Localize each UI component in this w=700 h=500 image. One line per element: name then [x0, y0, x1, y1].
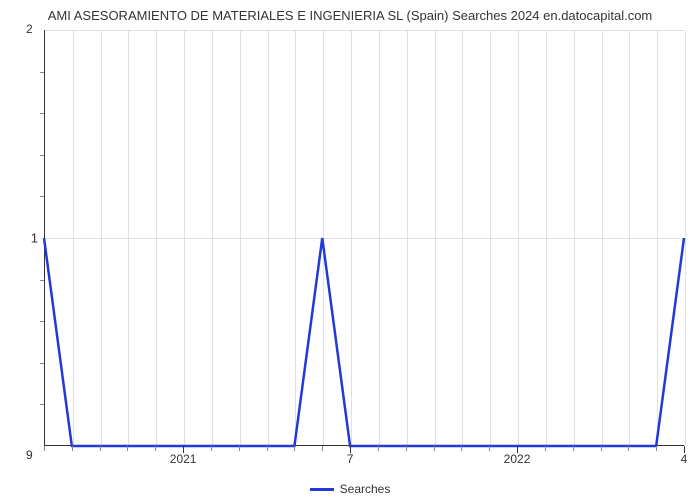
xtick-minor	[601, 446, 602, 451]
ytick-minor	[40, 196, 44, 197]
xtick-minor	[378, 446, 379, 451]
yaxis-bottom-end-label: 9	[26, 448, 33, 462]
ytick-minor	[40, 155, 44, 156]
ytick-label: 1	[8, 231, 38, 246]
vgrid-line	[685, 30, 686, 445]
ytick-minor	[40, 321, 44, 322]
legend-swatch	[310, 488, 334, 491]
xtick-label: 2021	[170, 452, 197, 466]
xtick-minor	[628, 446, 629, 451]
legend-label: Searches	[340, 482, 391, 496]
xtick-label: 7	[347, 452, 354, 466]
xtick-minor	[239, 446, 240, 451]
chart-container: AMI ASESORAMIENTO DE MATERIALES E INGENI…	[0, 0, 700, 500]
xtick-minor	[294, 446, 295, 451]
xtick-minor	[573, 446, 574, 451]
xtick-minor	[267, 446, 268, 451]
xtick-label: 2022	[504, 452, 531, 466]
chart-title: AMI ASESORAMIENTO DE MATERIALES E INGENI…	[0, 8, 700, 23]
xtick-minor	[44, 446, 45, 451]
xtick-minor	[406, 446, 407, 451]
ytick-minor	[40, 280, 44, 281]
xtick-minor	[461, 446, 462, 451]
xtick-minor	[155, 446, 156, 451]
xtick-minor	[72, 446, 73, 451]
xtick-minor	[211, 446, 212, 451]
ytick-minor	[40, 404, 44, 405]
xtick-minor	[322, 446, 323, 451]
yaxis-top-end-label: 2	[26, 22, 33, 36]
ytick-minor	[40, 363, 44, 364]
ytick-minor	[40, 113, 44, 114]
xtick-minor	[656, 446, 657, 451]
legend: Searches	[0, 482, 700, 496]
xtick-minor	[434, 446, 435, 451]
xtick-minor	[545, 446, 546, 451]
ytick-minor	[40, 72, 44, 73]
xtick-minor	[489, 446, 490, 451]
xtick-minor	[127, 446, 128, 451]
series-line	[44, 30, 684, 446]
xtick-label: 4	[681, 452, 688, 466]
xtick-minor	[100, 446, 101, 451]
